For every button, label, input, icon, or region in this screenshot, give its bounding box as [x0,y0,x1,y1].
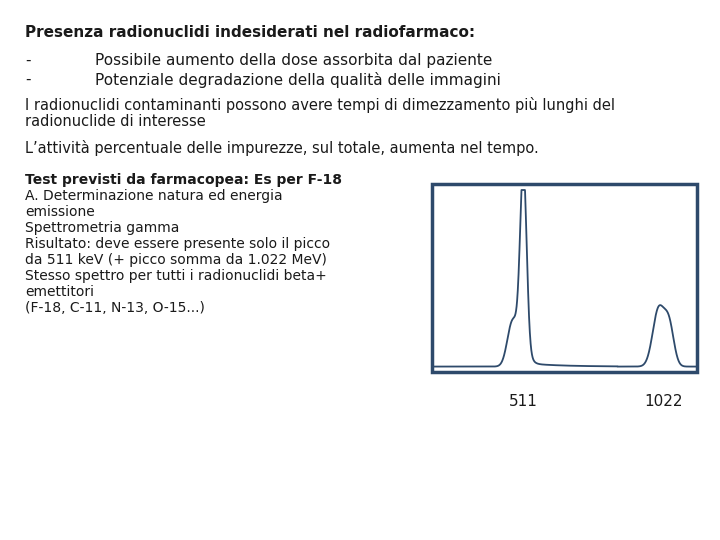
Text: 511: 511 [509,394,538,409]
Text: -: - [25,53,30,68]
Text: Test previsti da farmacopea: Es per F-18: Test previsti da farmacopea: Es per F-18 [25,173,342,187]
Text: Spettrometria gamma: Spettrometria gamma [25,221,179,235]
Text: I radionuclidi contaminanti possono avere tempi di dimezzamento più lunghi del: I radionuclidi contaminanti possono aver… [25,97,615,113]
Text: Risultato: deve essere presente solo il picco: Risultato: deve essere presente solo il … [25,237,330,251]
Text: (F-18, C-11, N-13, O-15...): (F-18, C-11, N-13, O-15...) [25,301,205,315]
Text: Presenza radionuclidi indesiderati nel radiofarmaco:: Presenza radionuclidi indesiderati nel r… [25,25,475,40]
Text: emettitori: emettitori [25,285,94,299]
Text: da 511 keV (+ picco somma da 1.022 MeV): da 511 keV (+ picco somma da 1.022 MeV) [25,253,327,267]
Text: A. Determinazione natura ed energia: A. Determinazione natura ed energia [25,189,283,203]
Text: radionuclide di interesse: radionuclide di interesse [25,114,206,129]
Text: 1022: 1022 [644,394,683,409]
Text: emissione: emissione [25,205,95,219]
Text: Stesso spettro per tutti i radionuclidi beta+: Stesso spettro per tutti i radionuclidi … [25,269,327,283]
Text: -: - [25,72,30,87]
Text: Potenziale degradazione della qualità delle immagini: Potenziale degradazione della qualità de… [95,72,501,88]
Bar [432,184,697,372]
Text: Possibile aumento della dose assorbita dal paziente: Possibile aumento della dose assorbita d… [95,53,492,68]
Text: L’attività percentuale delle impurezze, sul totale, aumenta nel tempo.: L’attività percentuale delle impurezze, … [25,140,539,156]
